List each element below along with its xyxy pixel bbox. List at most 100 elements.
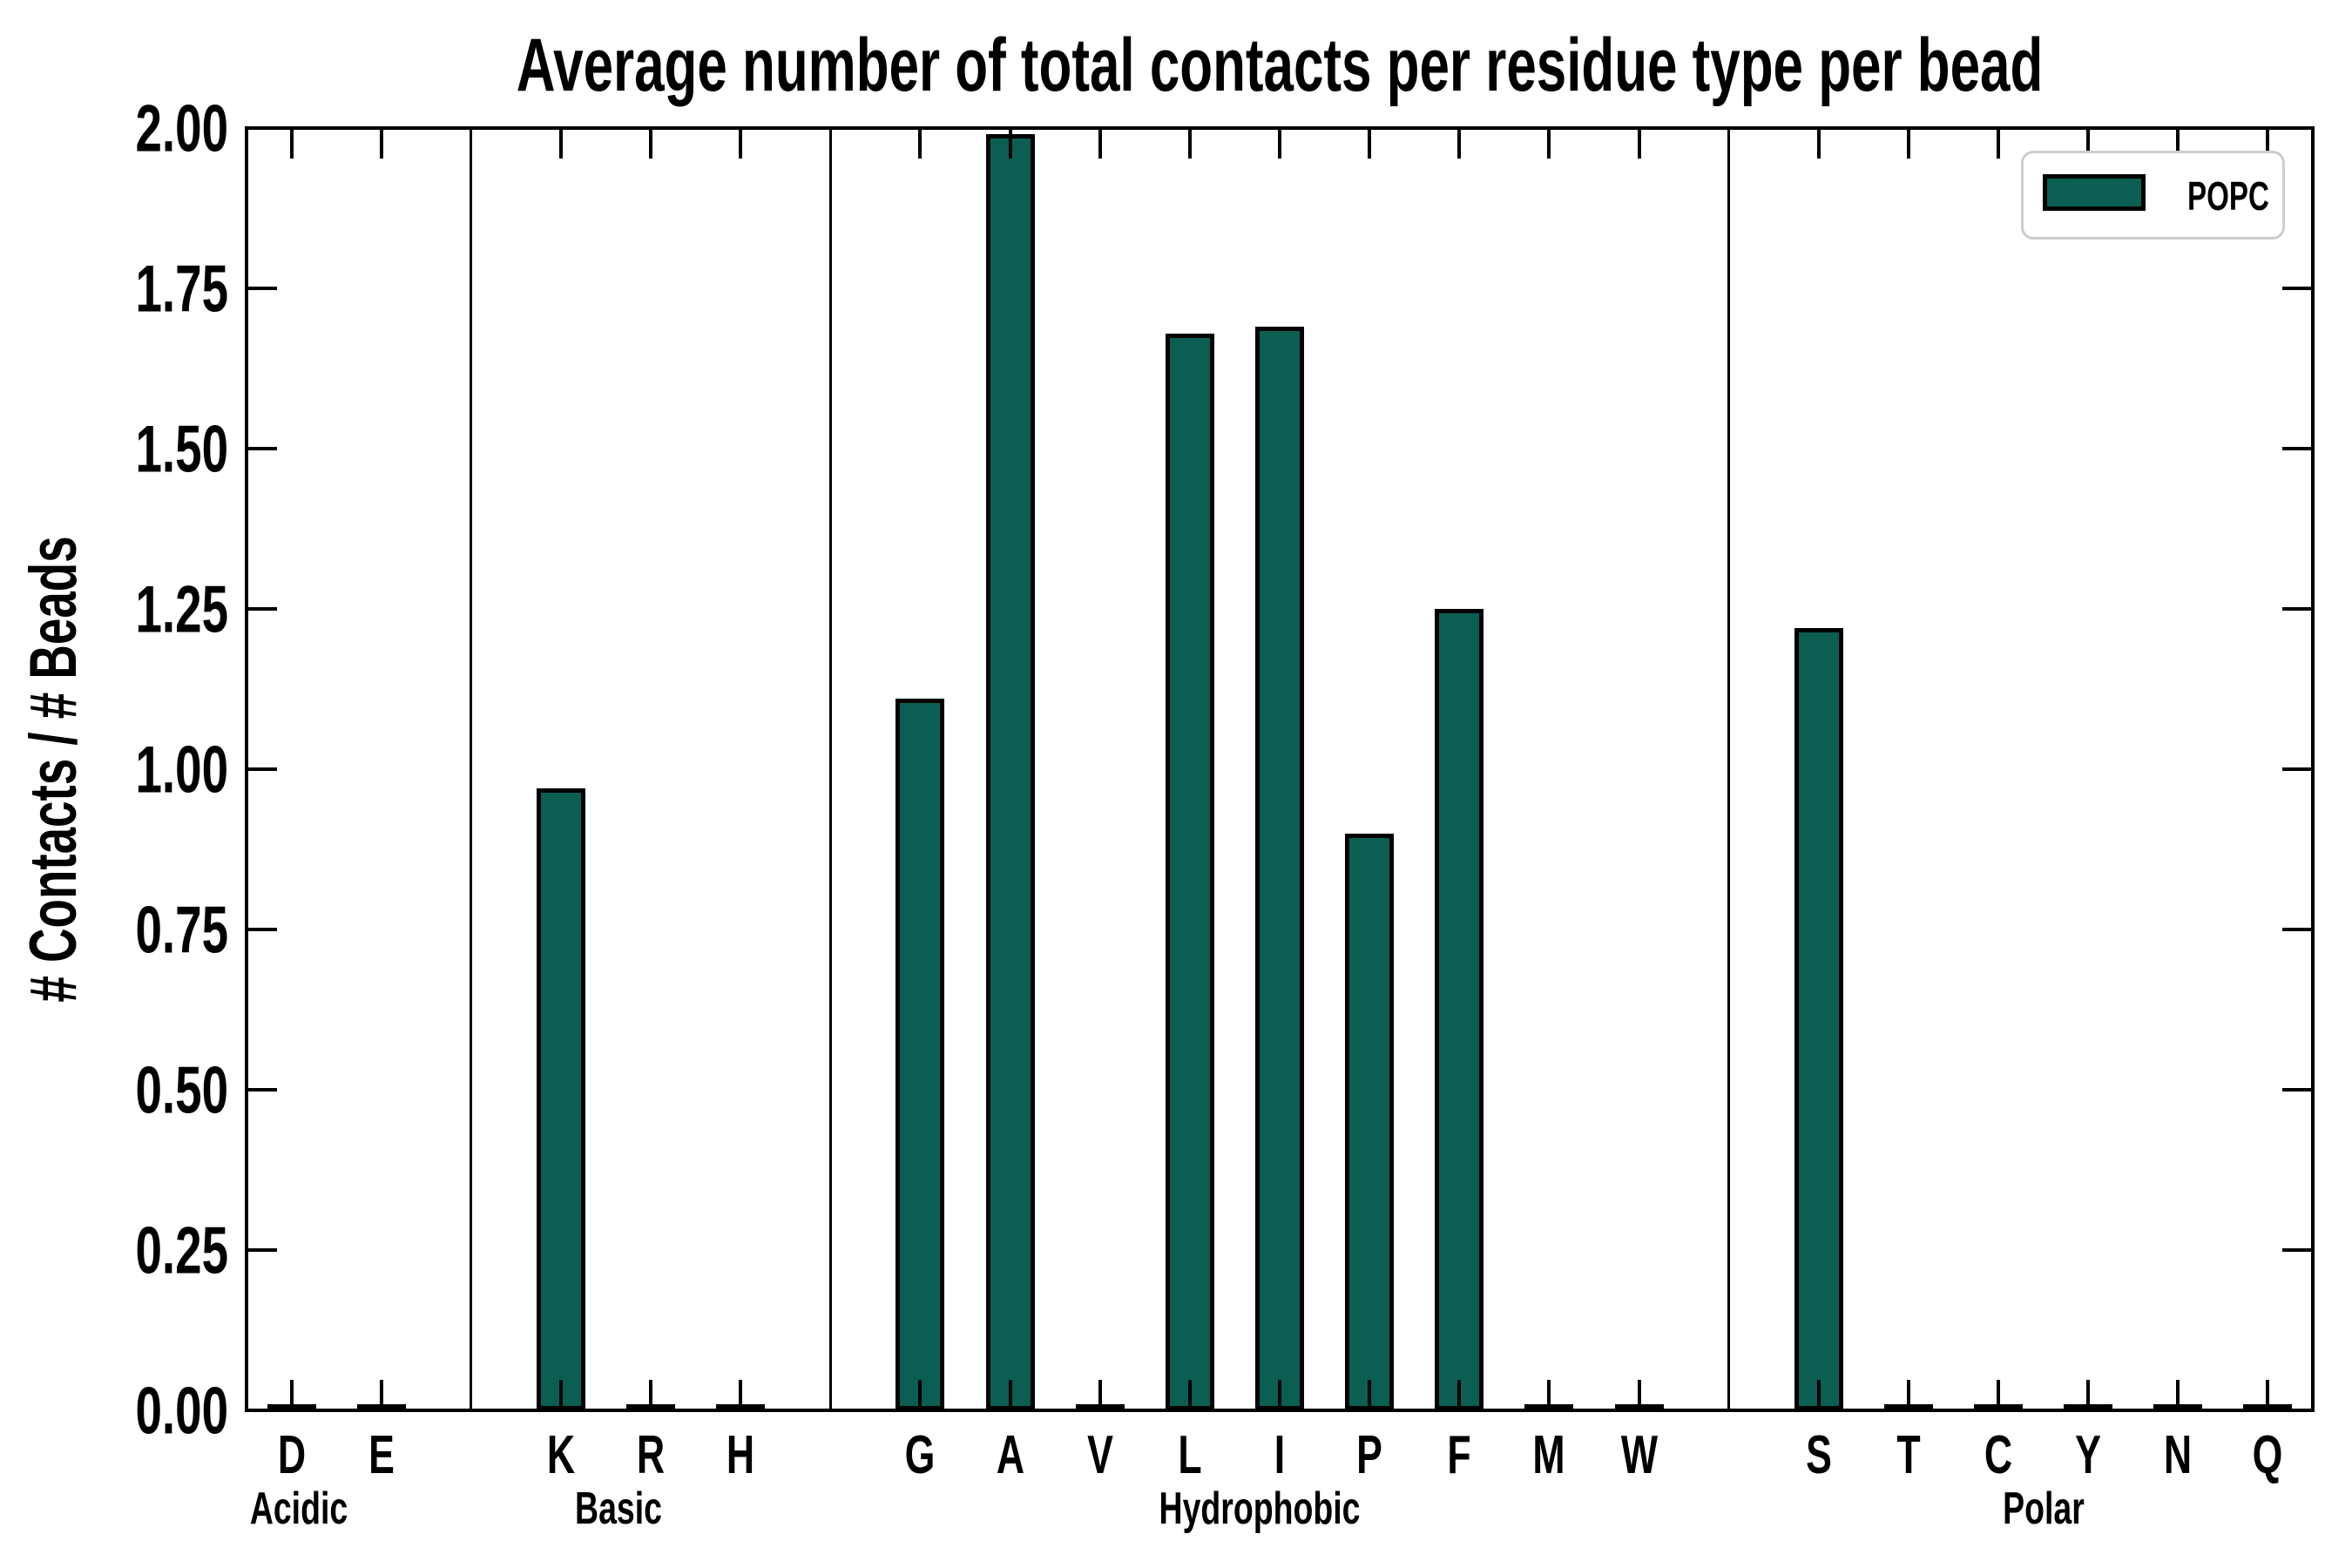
x-tick-mark-top [1368,130,1372,159]
y-tick-label: 1.75 [135,252,228,327]
bar-F [1435,609,1484,1410]
x-tick-mark-top [1278,130,1281,159]
x-tick-label-V: V [1086,1425,1113,1485]
y-tick-mark-right [2282,287,2311,290]
y-tick-label: 2.00 [135,91,228,166]
x-tick-label-H: H [727,1425,755,1485]
y-tick-mark-left [248,767,277,771]
x-tick-mark-bottom [1098,1380,1102,1409]
y-tick-label: 0.00 [135,1374,228,1449]
x-tick-mark-bottom [1278,1380,1281,1409]
chart-title: Average number of total contacts per res… [516,24,2044,107]
x-tick-label-I: I [1274,1425,1286,1485]
bar-A [985,134,1035,1410]
x-tick-mark-bottom [558,1380,563,1409]
y-tick-mark-left [248,287,277,290]
y-tick-mark-right [2282,607,2311,611]
x-tick-mark-top [1816,130,1821,159]
bar-G [896,699,945,1410]
bar-K [536,788,585,1410]
group-label-acidic: Acidic [249,1484,348,1534]
x-tick-mark-bottom [739,1380,743,1409]
y-tick-mark-left [248,1088,277,1092]
x-tick-mark-bottom [1547,1380,1551,1409]
y-tick-mark-left [248,126,277,130]
x-tick-label-E: E [368,1425,395,1485]
x-tick-mark-top [1997,130,2001,159]
y-tick-mark-right [2282,1248,2311,1252]
x-tick-label-K: K [546,1425,576,1485]
x-tick-mark-bottom [2266,1380,2270,1409]
x-tick-label-S: S [1805,1425,1832,1485]
x-tick-label-A: A [996,1425,1024,1485]
x-tick-label-R: R [636,1425,666,1485]
y-tick-mark-left [248,1248,277,1252]
x-tick-label-F: F [1447,1425,1471,1485]
y-tick-mark-left [248,607,277,611]
x-tick-mark-top [1637,130,1641,159]
y-tick-mark-right [2282,447,2311,450]
x-tick-mark-top [2086,130,2091,159]
x-tick-mark-top [1098,130,1102,159]
y-tick-mark-right [2282,1409,2311,1412]
y-tick-mark-right [2282,126,2311,130]
x-tick-mark-bottom [649,1380,653,1409]
x-tick-mark-top [2266,130,2270,159]
y-tick-label: 0.25 [135,1213,228,1288]
x-tick-mark-top [289,130,294,159]
x-tick-mark-bottom [1368,1380,1372,1409]
x-tick-mark-bottom [1906,1380,1910,1409]
y-tick-label: 1.00 [135,733,228,808]
x-tick-label-D: D [277,1425,306,1485]
x-tick-mark-bottom [1816,1380,1821,1409]
bar-P [1345,833,1395,1410]
x-tick-mark-top [1187,130,1192,159]
x-tick-label-M: M [1532,1425,1565,1485]
x-tick-label-P: P [1356,1425,1383,1485]
x-tick-mark-top [558,130,563,159]
x-tick-label-Y: Y [2075,1425,2102,1485]
x-tick-mark-bottom [1008,1380,1012,1409]
x-tick-label-T: T [1896,1425,1921,1485]
group-divider [828,130,832,1409]
bar-L [1165,333,1214,1410]
x-tick-mark-bottom [2176,1380,2180,1409]
x-tick-label-N: N [2164,1425,2193,1485]
y-tick-label: 0.75 [135,893,228,968]
x-tick-mark-top [1906,130,1910,159]
legend-box: POPC [2021,151,2285,240]
x-tick-mark-top [739,130,743,159]
y-tick-mark-left [248,928,277,931]
x-tick-mark-bottom [289,1380,294,1409]
y-tick-mark-right [2282,767,2311,771]
x-tick-mark-bottom [2086,1380,2091,1409]
x-tick-mark-top [1008,130,1012,159]
bar-I [1255,327,1304,1410]
x-tick-mark-bottom [918,1380,923,1409]
legend-series-label: POPC [2187,172,2269,219]
x-tick-mark-bottom [1187,1380,1192,1409]
x-tick-label-L: L [1178,1425,1202,1485]
x-tick-mark-bottom [1637,1380,1641,1409]
y-tick-mark-right [2282,928,2311,931]
x-tick-mark-top [649,130,653,159]
x-tick-label-G: G [905,1425,936,1485]
y-tick-mark-left [248,1409,277,1412]
x-tick-mark-bottom [379,1380,383,1409]
y-tick-label: 0.50 [135,1053,228,1128]
x-tick-mark-top [2176,130,2180,159]
plot-area-border [245,126,2315,1412]
y-tick-mark-left [248,447,277,450]
group-divider [1727,130,1731,1409]
group-label-polar: Polar [2003,1484,2085,1534]
x-tick-mark-top [1547,130,1551,159]
y-tick-label: 1.25 [135,572,228,647]
y-tick-label: 1.50 [135,412,228,487]
x-tick-mark-bottom [1457,1380,1462,1409]
x-tick-label-W: W [1620,1425,1658,1485]
x-tick-label-C: C [1984,1425,2013,1485]
x-tick-mark-bottom [1997,1380,2001,1409]
x-tick-mark-top [1457,130,1462,159]
x-tick-mark-top [379,130,383,159]
